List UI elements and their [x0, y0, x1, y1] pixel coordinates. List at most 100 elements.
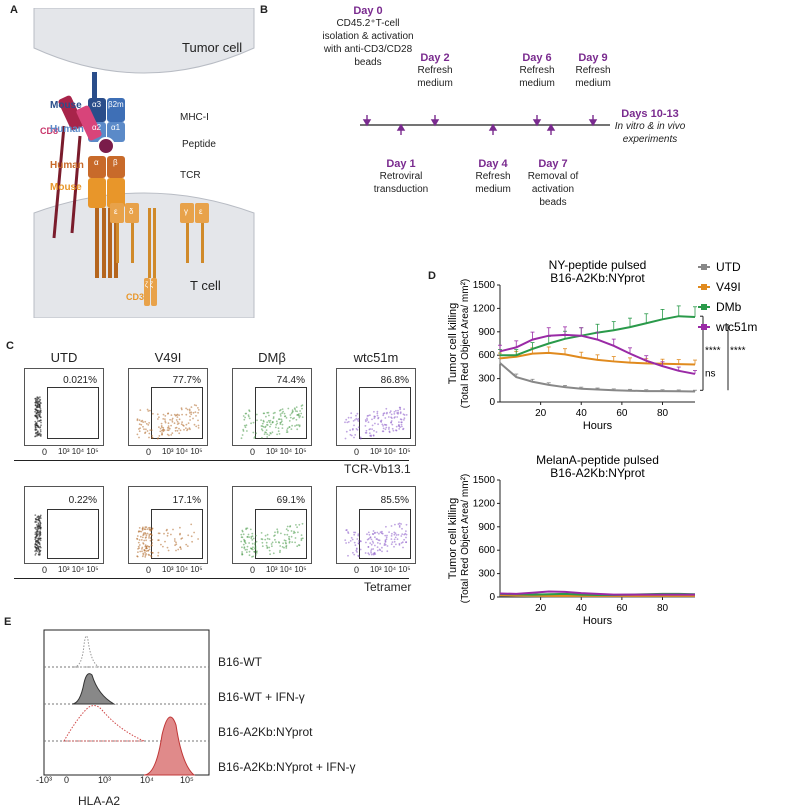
flow-event: [286, 525, 289, 528]
flow-event: [34, 514, 37, 516]
flow-event: [367, 537, 370, 540]
flow-event: [347, 532, 350, 534]
flow-event: [34, 426, 37, 429]
flow-event: [286, 429, 288, 431]
flow-event: [392, 429, 395, 432]
b2m-label: β2m: [108, 100, 124, 109]
flow-event: [195, 404, 198, 407]
flow-event: [386, 534, 388, 537]
flow-event: [266, 421, 269, 424]
flow-event: [240, 540, 243, 543]
flow-event: [148, 535, 151, 537]
epsilon2-label: ε: [199, 207, 203, 216]
flow-event: [38, 552, 40, 554]
flow-event: [145, 428, 147, 431]
flow-event: [369, 434, 371, 437]
flow-event: [345, 542, 347, 544]
flow-event: [161, 433, 163, 435]
flow-event: [277, 427, 280, 430]
flow-event: [347, 416, 350, 419]
flow-event: [405, 530, 407, 532]
flow-event: [279, 545, 282, 547]
hist-b16wt-ifn: [71, 673, 116, 705]
flow-event: [260, 425, 263, 427]
flow-event: [144, 537, 147, 539]
flow-event: [274, 411, 276, 414]
flow-event: [251, 539, 254, 541]
flow-event: [40, 424, 42, 427]
flow-dots: [136, 404, 200, 440]
flow-event: [268, 546, 271, 549]
flow-event: [192, 417, 194, 420]
flow-event: [384, 539, 387, 542]
y-axis-label-units: (Total Red Object Area/ mm²): [460, 474, 471, 603]
flow-event: [349, 429, 351, 432]
flow-event: [164, 540, 166, 543]
flow-event: [275, 420, 278, 423]
flow-event: [401, 421, 403, 424]
flow-event: [194, 411, 197, 413]
flow-event: [246, 536, 249, 538]
flow-event: [141, 536, 144, 539]
flow-tick-log: 10³ 10⁴ 10⁵: [162, 447, 203, 456]
y-tick-label: 1500: [473, 475, 496, 486]
flow-event: [383, 542, 386, 545]
flow-event: [167, 427, 170, 429]
flow-event: [39, 546, 42, 549]
flow-event: [241, 529, 244, 532]
flow-event: [382, 430, 385, 433]
flow-event: [36, 414, 39, 417]
flow-plot-r1-c3: 74.4%: [232, 368, 312, 446]
y-tick-label: 1200: [473, 303, 496, 314]
y-axis-label: Tumor cell killing: [447, 498, 459, 580]
flow-event: [395, 409, 397, 412]
flow-event: [261, 541, 264, 544]
flow-event: [265, 544, 268, 547]
flow-event: [298, 415, 300, 417]
flow-tick-log: 10³ 10⁴ 10⁵: [370, 447, 411, 456]
flow-event: [262, 425, 265, 428]
flow-event: [280, 418, 283, 421]
flow-event: [373, 417, 376, 419]
flow-event: [34, 542, 37, 545]
flow-event: [242, 428, 245, 431]
flow-event: [286, 427, 289, 430]
flow-event: [265, 541, 268, 544]
flow-event: [291, 409, 294, 412]
flow-event: [255, 554, 257, 556]
flow-event: [34, 526, 37, 529]
flow-event: [293, 530, 295, 533]
flow-event: [36, 534, 38, 536]
flow-event: [37, 545, 40, 548]
series-line-wtc51m: [499, 590, 695, 596]
flow-event: [370, 538, 373, 541]
flow-event: [374, 415, 376, 418]
flow-event: [137, 541, 140, 544]
flow-event: [146, 528, 149, 530]
flow-event: [188, 409, 191, 412]
flow-event: [294, 410, 297, 412]
flow-event: [138, 436, 140, 439]
flow-event: [394, 536, 397, 539]
hla-tick-neg3: -10³: [36, 775, 53, 785]
flow-plot-r1-c4: 86.8%: [336, 368, 416, 446]
flow-event: [190, 523, 193, 526]
flow-event: [167, 549, 170, 552]
flow-event: [265, 431, 267, 434]
flow-event: [142, 527, 144, 530]
flow-event: [403, 408, 405, 410]
flow-event: [350, 434, 353, 437]
zeta-label: ζ ζ: [145, 282, 154, 289]
flow-event: [297, 531, 299, 534]
flow-event: [35, 547, 38, 549]
flow-event: [366, 417, 368, 420]
flow-event: [364, 419, 367, 421]
flow-event: [39, 426, 41, 429]
flow-event: [266, 424, 269, 426]
flow-event: [293, 417, 295, 419]
flow-event: [151, 434, 153, 437]
flow-event: [145, 539, 147, 542]
timeline-axis: [360, 115, 610, 135]
flow-event: [147, 527, 150, 529]
flow-event: [144, 420, 147, 423]
